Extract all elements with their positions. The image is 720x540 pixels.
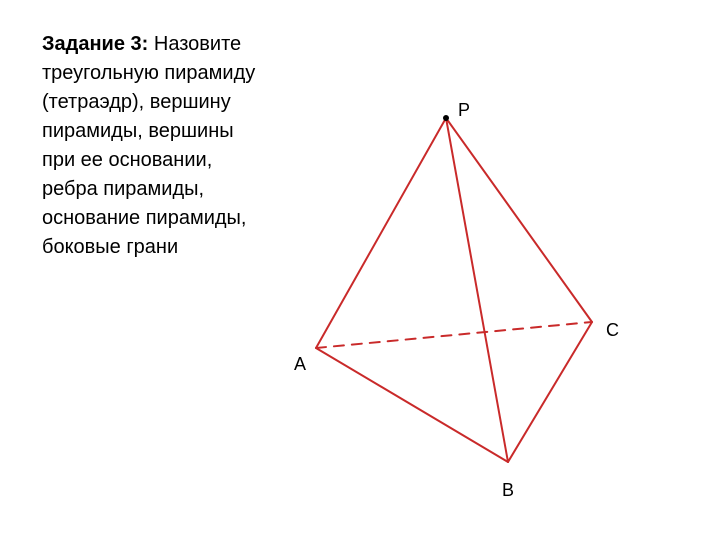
task-title: Задание 3: <box>42 33 148 55</box>
vertex-label-P: P <box>458 100 470 121</box>
vertex-label-B: B <box>502 480 514 501</box>
task-body: Назовите треугольную пирамиду (тетраэдр)… <box>42 33 255 258</box>
edge-P-A <box>316 118 446 348</box>
tetrahedron-svg <box>280 80 640 500</box>
task-text: Задание 3: Назовите треугольную пирамиду… <box>42 30 272 262</box>
edge-P-C <box>446 118 592 322</box>
apex-dot <box>443 115 449 121</box>
edge-A-B <box>316 348 508 462</box>
edge-B-C <box>508 322 592 462</box>
edge-P-B <box>446 118 508 462</box>
vertex-label-C: C <box>606 320 619 341</box>
tetrahedron-diagram: P A B C <box>280 80 640 500</box>
edge-A-C <box>316 322 592 348</box>
vertex-label-A: A <box>294 354 306 375</box>
